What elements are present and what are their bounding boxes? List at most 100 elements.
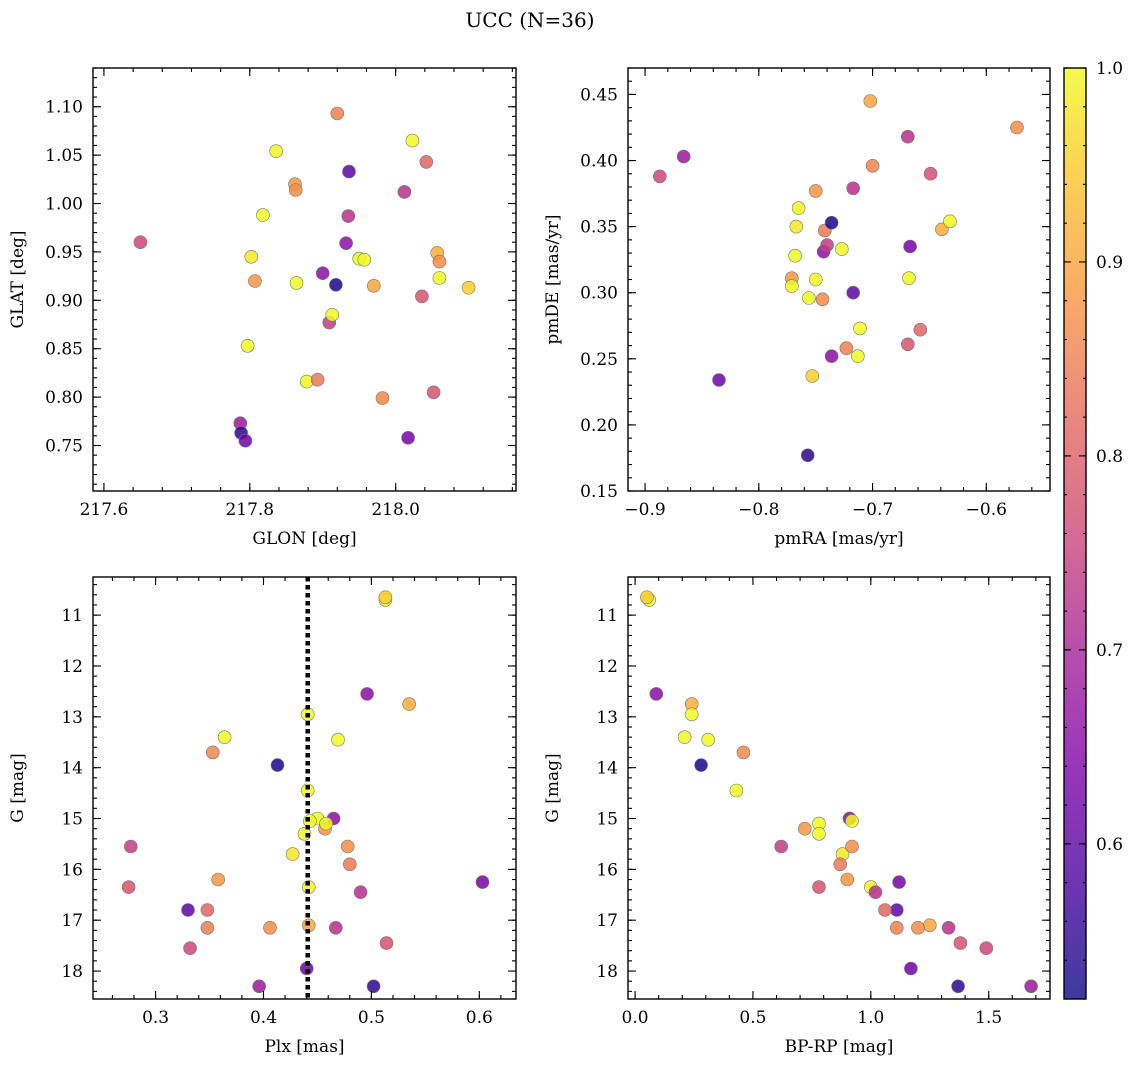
y-tick-label: 12 [596, 657, 618, 677]
colorbar-ticks: 0.6 0.7 0.8 0.9 1.0 [1064, 59, 1123, 1000]
data-point [865, 159, 880, 173]
panel-4-points [640, 590, 1038, 994]
data-point [900, 337, 915, 352]
data-point [684, 707, 699, 722]
data-point [815, 292, 830, 307]
y-tick-label: 0.80 [45, 388, 83, 408]
x-tick-label: 0.0 [622, 1008, 649, 1028]
y-tick-label: 17 [596, 911, 618, 931]
data-point [979, 941, 994, 956]
colorbar: 0.6 0.7 0.8 0.9 1.0 [1063, 59, 1123, 1000]
data-point [432, 254, 447, 269]
data-point [379, 936, 394, 950]
data-point [802, 291, 816, 305]
colorbar-gradient [1064, 68, 1086, 999]
y-axis-label: GLAT [deg] [8, 230, 28, 328]
data-point [853, 321, 867, 336]
x-tick-label: 1.5 [975, 1008, 1002, 1028]
data-point [124, 839, 138, 854]
data-point [824, 349, 839, 364]
colorbar-tick-label: 1.0 [1096, 59, 1123, 79]
data-point [789, 219, 804, 234]
data-point [378, 590, 393, 605]
data-point [217, 730, 232, 745]
data-point [736, 745, 751, 760]
x-axis-label: Plx [mas] [264, 1037, 344, 1057]
x-axis-label: GLON [deg] [252, 529, 356, 549]
data-point [310, 372, 325, 387]
y-tick-label: 16 [61, 860, 83, 880]
x-axis-label: pmRA [mas/yr] [774, 529, 903, 549]
panel-2-points [652, 94, 1024, 463]
data-point [812, 880, 826, 894]
data-point [868, 885, 883, 900]
x-tick-label: 1.0 [857, 1008, 884, 1028]
data-point [922, 918, 937, 933]
y-tick-label: 18 [596, 962, 618, 982]
data-point [342, 164, 356, 179]
x-axis-label: BP-RP [mag] [785, 1037, 894, 1057]
data-point [943, 214, 957, 229]
data-point [800, 448, 815, 463]
data-point [892, 875, 906, 889]
data-point [256, 208, 270, 222]
panel-4: 0.0 0.5 1.0 1.5 11 12 13 14 15 16 17 18 BP-RP [mag] G… [543, 576, 1051, 1057]
x-tick-label: 217.6 [80, 500, 129, 520]
data-point [342, 857, 357, 872]
data-point [329, 277, 343, 292]
data-point [839, 341, 854, 356]
data-point [812, 826, 826, 841]
data-point [183, 941, 197, 956]
data-point [402, 697, 417, 711]
data-point [401, 430, 415, 445]
x-tick-label: −0.7 [852, 500, 893, 520]
data-point [729, 783, 744, 798]
data-point [288, 183, 303, 197]
y-tick-label: 15 [596, 810, 618, 830]
data-point [808, 184, 823, 198]
data-point [1024, 979, 1038, 994]
data-point [360, 687, 374, 701]
panel-1: 217.6 217.8 218.0 0.75 0.80 0.85 0.90 0.95 1.00 1… [8, 67, 517, 549]
data-point [206, 745, 220, 760]
y-tick-label: 0.90 [45, 291, 83, 311]
data-point [419, 155, 434, 169]
y-tick-label: 0.35 [580, 218, 618, 238]
x-tick-label: 0.3 [142, 1008, 169, 1028]
y-tick-label: 0.95 [45, 243, 83, 263]
data-point [319, 816, 333, 831]
data-point [366, 979, 381, 994]
y-tick-label: 11 [596, 606, 618, 626]
y-tick-label: 0.20 [580, 416, 618, 436]
data-point [846, 181, 861, 196]
y-axis-label: pmDE [mas/yr] [543, 214, 563, 344]
data-point [330, 106, 345, 121]
y-tick-label: 14 [596, 759, 618, 779]
y-tick-label: 17 [61, 911, 83, 931]
x-tick-label: 0.5 [739, 1008, 766, 1028]
y-tick-label: 12 [61, 657, 83, 677]
y-tick-label: 14 [61, 759, 83, 779]
data-point [133, 235, 148, 249]
y-tick-label: 13 [61, 708, 83, 728]
x-tick-label: −0.6 [966, 500, 1007, 520]
data-point [845, 814, 859, 828]
colorbar-tick-label: 0.7 [1096, 641, 1123, 661]
data-point [331, 732, 345, 747]
data-point [953, 936, 968, 950]
data-point [941, 920, 956, 935]
y-tick-label: 0.45 [580, 85, 618, 105]
data-point [902, 271, 916, 286]
y-tick-label: 18 [61, 962, 83, 982]
data-point [325, 307, 340, 322]
x-tick-label: 0.6 [466, 1008, 493, 1028]
data-point [951, 979, 965, 994]
data-point [200, 903, 215, 917]
data-point [248, 274, 262, 288]
panel-2: −0.9 −0.8 −0.7 −0.6 0.15 0.20 0.25 0.30 0.35 0.40… [543, 67, 1051, 549]
data-point [904, 961, 918, 976]
y-tick-label: 0.85 [45, 340, 83, 360]
data-point [269, 144, 283, 158]
data-point [200, 920, 215, 935]
